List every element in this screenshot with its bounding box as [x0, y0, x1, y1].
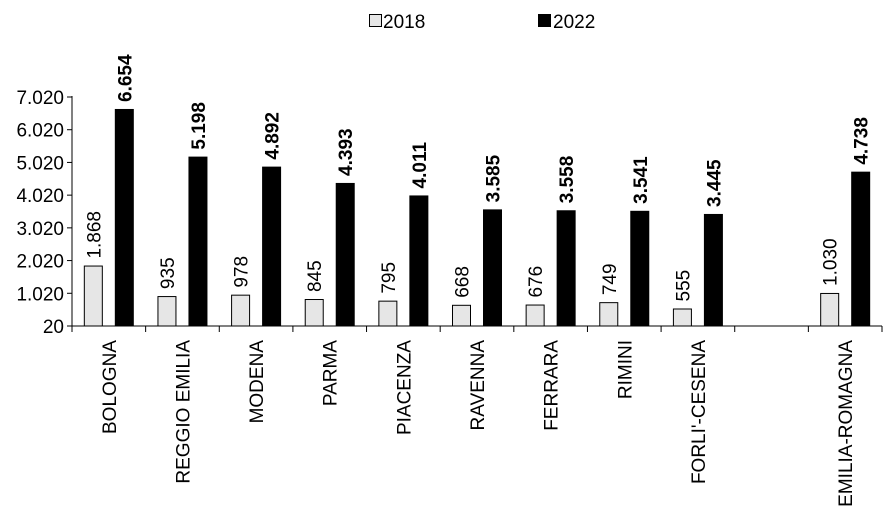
y-tick-label: 5.020 — [16, 153, 64, 174]
data-label-2018: 795 — [379, 262, 400, 294]
y-tick-label: 6.020 — [16, 121, 64, 142]
bar-2018 — [231, 294, 251, 327]
data-label-2022: 4.892 — [263, 112, 284, 160]
bar-2018 — [83, 265, 103, 327]
x-axis: BOLOGNA REGGIO EMILIA MODENA PARMA PIACENZA R… — [71, 325, 883, 507]
y-tick-label: 3.020 — [16, 219, 64, 240]
data-label-2018: 555 — [673, 270, 694, 302]
data-label-2022: 3.585 — [484, 154, 505, 202]
category-label: EMILIA-ROMAGNA — [836, 340, 857, 507]
y-tick-label: 1.020 — [16, 284, 64, 305]
bar-2022 — [409, 195, 429, 326]
data-label-2018: 1.030 — [821, 238, 842, 286]
bar-2018 — [157, 296, 177, 327]
y-tick-label: 2.020 — [16, 252, 64, 273]
data-label-2022: 3.445 — [704, 159, 725, 207]
data-label-2022: 3.558 — [557, 156, 578, 204]
bar-2022 — [335, 182, 355, 326]
data-label-2022: 4.393 — [336, 128, 357, 176]
data-label-2018: 978 — [232, 256, 253, 288]
legend: 2018 2022 — [369, 12, 595, 33]
y-tick-label: 7.020 — [16, 88, 64, 109]
bar-2022 — [630, 210, 650, 326]
bar-2018 — [672, 308, 692, 327]
category-label: RAVENNA — [468, 340, 489, 431]
y-tick-label: 20 — [43, 317, 64, 338]
bar-2022 — [851, 171, 871, 326]
category-label: FORLI'-CESENA — [689, 340, 710, 484]
bar-2022 — [262, 166, 282, 326]
data-label-2022: 3.541 — [631, 156, 652, 204]
category-label: RIMINI — [615, 340, 636, 399]
data-label-2018: 676 — [526, 266, 547, 298]
legend-swatch-2018 — [369, 14, 382, 27]
data-label-2018: 845 — [305, 260, 326, 292]
data-labels: 1.868 6.654 935 5.198 978 4.892 845 4.393 795 4.0… — [84, 54, 872, 302]
bar-2018 — [525, 304, 545, 327]
data-label-2022: 5.198 — [189, 102, 210, 150]
data-label-2018: 1.868 — [84, 211, 105, 259]
data-label-2018: 668 — [453, 266, 474, 298]
bar-2018 — [378, 300, 398, 327]
bar-2018 — [452, 304, 471, 327]
category-label: REGGIO EMILIA — [173, 340, 194, 484]
bar-2022 — [703, 213, 723, 326]
data-label-2018: 935 — [158, 257, 179, 289]
data-label-2022: 4.738 — [852, 117, 873, 165]
bar-2022 — [483, 209, 502, 326]
bar-2022 — [188, 156, 208, 326]
bar-2018 — [820, 292, 840, 327]
legend-label-2022: 2022 — [553, 12, 595, 33]
data-label-2022: 6.654 — [115, 54, 136, 102]
bar-2018 — [599, 302, 619, 327]
legend-swatch-2022 — [538, 14, 551, 27]
y-tick-label: 4.020 — [16, 186, 64, 207]
y-axis: 20 1.020 2.020 3.020 4.020 5.020 6.020 7.020 — [16, 88, 73, 338]
category-label: BOLOGNA — [100, 340, 121, 434]
category-label: MODENA — [247, 340, 268, 424]
legend-label-2018: 2018 — [383, 12, 425, 33]
data-label-2018: 749 — [600, 263, 621, 295]
category-label: PARMA — [321, 340, 342, 406]
bar-2022 — [556, 210, 576, 326]
bars — [83, 108, 871, 327]
category-label: PIACENZA — [394, 340, 415, 435]
data-label-2022: 4.011 — [410, 142, 431, 189]
bar-2022 — [114, 108, 134, 327]
bar-2018 — [304, 299, 324, 327]
category-label: FERRARA — [542, 340, 563, 431]
